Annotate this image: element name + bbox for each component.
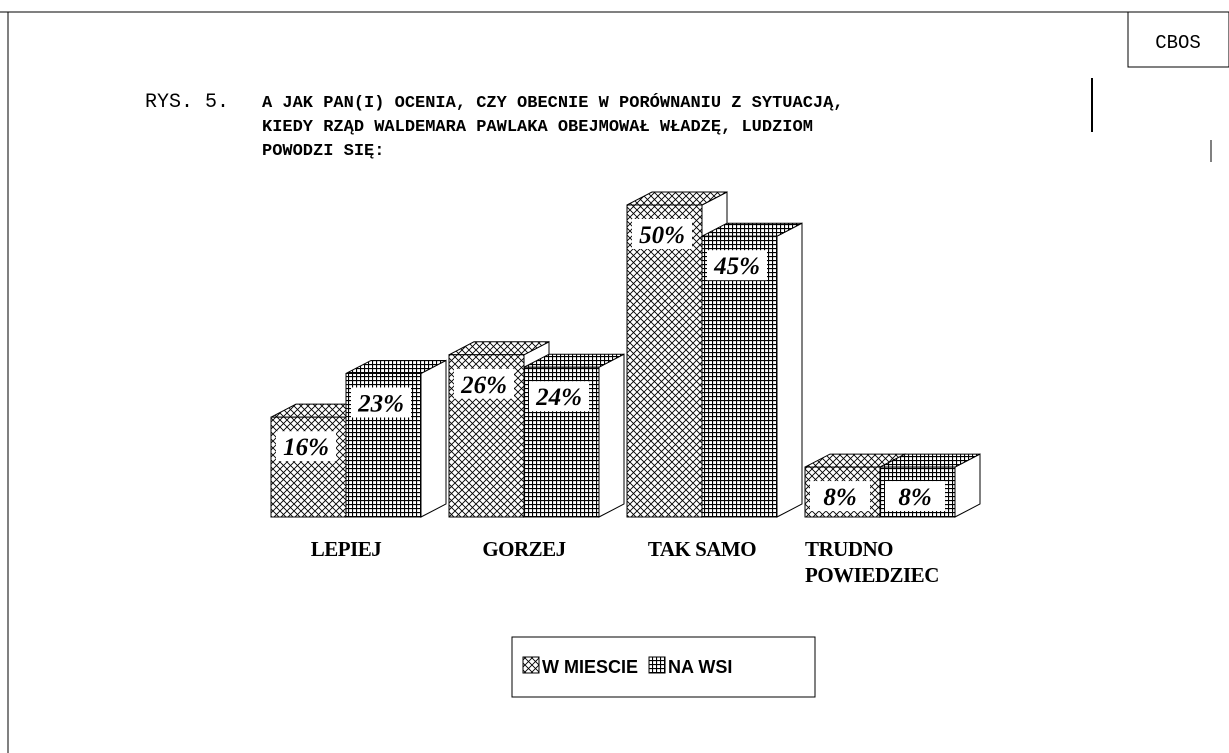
bar bbox=[523, 353, 625, 518]
value-label: 45% bbox=[713, 253, 760, 280]
bar bbox=[345, 359, 447, 518]
chart-title: A JAK PAN(I) OCENIA, CZY OBECNIE W PORÓW… bbox=[262, 93, 844, 113]
value-label: 16% bbox=[283, 434, 329, 461]
value-label-box bbox=[885, 481, 945, 512]
x-tick-label: LEPIEJ bbox=[311, 537, 382, 561]
bar-side bbox=[420, 359, 447, 518]
value-label-box bbox=[632, 219, 692, 249]
x-tick-label: TAK SAMO bbox=[648, 537, 756, 561]
value-label-box bbox=[810, 481, 870, 512]
figure-label: RYS. 5. bbox=[145, 91, 229, 114]
value-label-box bbox=[529, 381, 589, 412]
legend-label: NA WSI bbox=[668, 657, 732, 677]
legend-label: W MIESCIE bbox=[542, 657, 638, 677]
x-tick-label: TRUDNO POWIEDZIEC bbox=[805, 537, 939, 587]
legend-swatch bbox=[648, 656, 666, 674]
x-tick-label: GORZEJ bbox=[482, 537, 565, 561]
chart-title: POWODZI SIĘ: bbox=[262, 142, 384, 161]
legend-swatch bbox=[522, 656, 540, 674]
bar-front bbox=[701, 235, 778, 518]
bar bbox=[701, 222, 803, 518]
value-label: 24% bbox=[535, 384, 582, 411]
value-label-box bbox=[454, 368, 514, 399]
x-tick-label-line: TRUDNO bbox=[805, 537, 893, 561]
corner-label: CBOS bbox=[1155, 32, 1201, 54]
bar-side bbox=[776, 222, 803, 518]
value-label: 8% bbox=[898, 484, 931, 511]
value-label-box bbox=[707, 250, 767, 281]
value-label-box bbox=[351, 387, 411, 418]
value-label: 23% bbox=[357, 390, 404, 417]
bar-side bbox=[598, 353, 625, 518]
value-label-box bbox=[276, 431, 336, 462]
x-tick-label-line: POWIEDZIEC bbox=[805, 563, 939, 587]
corner-box bbox=[1127, 11, 1229, 68]
value-label: 26% bbox=[460, 372, 507, 399]
bar-front bbox=[626, 204, 703, 518]
value-label: 50% bbox=[639, 222, 685, 249]
chart-title: KIEDY RZĄD WALDEMARA PAWLAKA OBEJMOWAŁ W… bbox=[262, 118, 813, 137]
value-label: 8% bbox=[823, 484, 856, 511]
